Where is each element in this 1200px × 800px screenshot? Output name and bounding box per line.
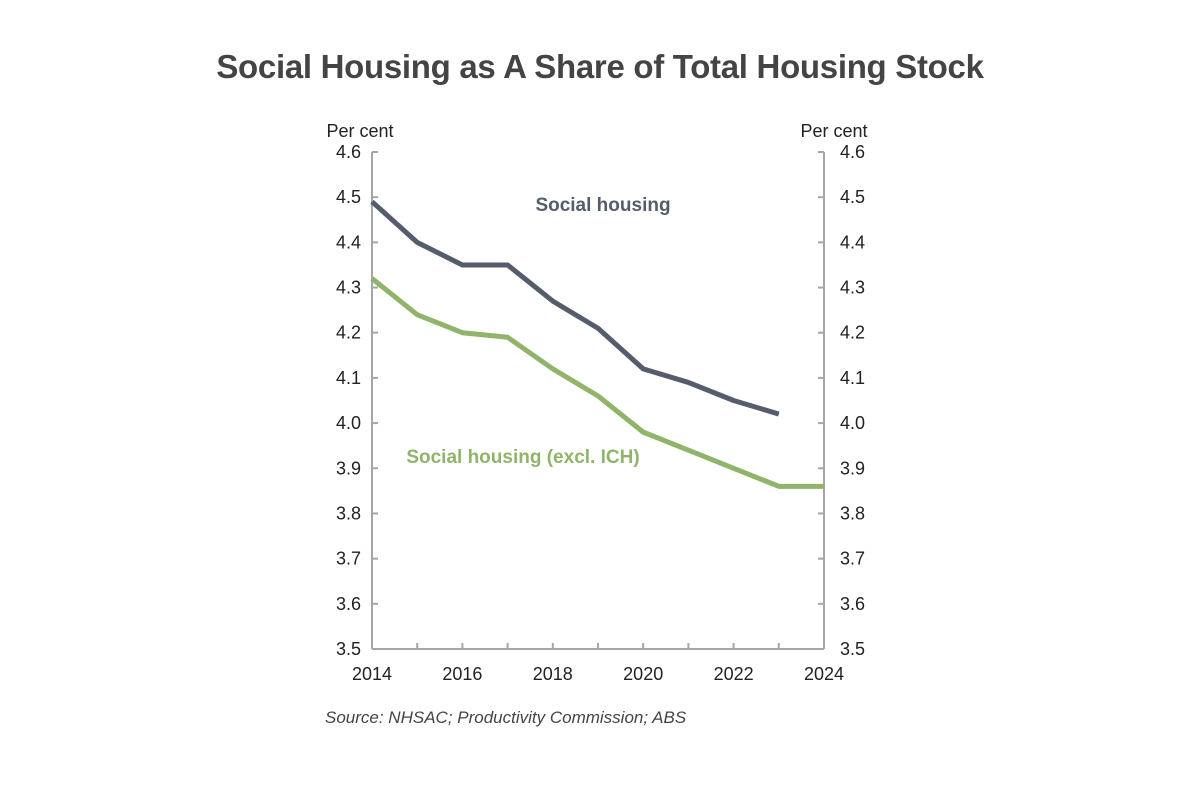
x-tick-label: 2018 [533,664,573,684]
y-axis-label-right: Per cent [800,121,867,141]
y-tick-label-left: 3.6 [336,594,361,614]
y-tick-label-right: 4.2 [840,323,865,343]
y-tick-label-right: 3.7 [840,549,865,569]
y-tick-label-left: 3.8 [336,503,361,523]
y-tick-label-left: 3.9 [336,458,361,478]
x-tick-label: 2020 [623,664,663,684]
y-tick-label-left: 4.5 [336,187,361,207]
x-tick-label: 2016 [442,664,482,684]
y-tick-label-right: 3.6 [840,594,865,614]
chart-title: Social Housing as A Share of Total Housi… [216,48,984,85]
x-tick-label: 2022 [714,664,754,684]
y-tick-label-right: 3.9 [840,458,865,478]
y-tick-label-left: 3.7 [336,549,361,569]
y-tick-label-right: 4.1 [840,368,865,388]
series-label-excl-ich: Social housing (excl. ICH) [406,447,639,468]
y-tick-label-left: 4.3 [336,278,361,298]
y-tick-label-right: 4.3 [840,278,865,298]
y-axis-label-left: Per cent [326,121,393,141]
series-line-1 [370,199,780,417]
y-tick-label-left: 4.4 [336,232,361,252]
y-tick-label-right: 3.8 [840,503,865,523]
y-tick-label-left: 4.6 [336,142,361,162]
series-label-social-housing: Social housing [535,195,670,216]
y-tick-label-left: 3.5 [336,639,361,659]
x-tick-label: 2014 [352,664,392,684]
y-tick-label-right: 4.5 [840,187,865,207]
y-tick-label-left: 4.1 [336,368,361,388]
x-tick-label: 2024 [804,664,844,684]
y-tick-label-left: 4.0 [336,413,361,433]
source-note: Source: NHSAC; Productivity Commission; … [325,708,687,727]
y-tick-label-left: 4.2 [336,323,361,343]
y-tick-label-right: 4.6 [840,142,865,162]
y-tick-label-right: 3.5 [840,639,865,659]
y-tick-label-right: 4.4 [840,232,865,252]
y-tick-label-right: 4.0 [840,413,865,433]
